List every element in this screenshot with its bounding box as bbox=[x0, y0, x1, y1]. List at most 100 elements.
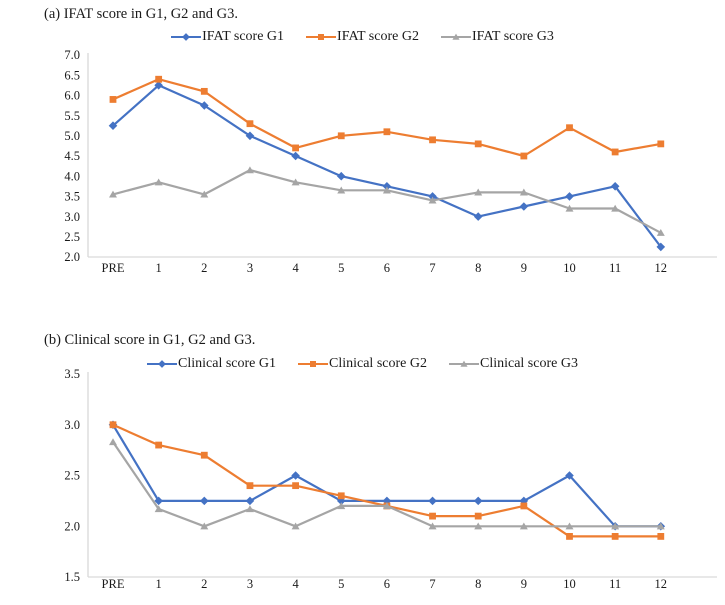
data-point-marker bbox=[565, 522, 574, 530]
ifat-score-g2-legend-square-icon bbox=[306, 34, 337, 40]
data-point-marker bbox=[109, 438, 117, 446]
data-point-marker bbox=[337, 132, 345, 140]
x-tick-label: 7 bbox=[429, 577, 435, 591]
data-point-marker bbox=[200, 496, 209, 506]
y-tick-label: 3.5 bbox=[64, 190, 80, 204]
x-tick-label: 12 bbox=[655, 261, 668, 275]
x-tick-label: 2 bbox=[201, 261, 207, 275]
y-tick-label: 3.0 bbox=[64, 418, 80, 432]
clinical-chart-title: (b) Clinical score in G1, G2 and G3. bbox=[44, 332, 256, 348]
x-tick-label: 11 bbox=[609, 577, 621, 591]
clinical-score-g2-legend-square-icon bbox=[298, 361, 328, 367]
y-tick-label: 4.0 bbox=[64, 169, 80, 183]
data-point-marker bbox=[429, 512, 436, 520]
data-point-marker bbox=[657, 140, 665, 148]
data-point-marker bbox=[611, 522, 620, 530]
legend-label: Clinical score G2 bbox=[329, 356, 427, 371]
data-point-marker bbox=[474, 522, 483, 530]
x-tick-label: 1 bbox=[156, 577, 162, 591]
data-point-marker bbox=[245, 166, 254, 174]
x-tick-label: 12 bbox=[655, 577, 668, 591]
data-point-marker bbox=[337, 186, 346, 194]
y-tick-label: 5.0 bbox=[64, 129, 80, 143]
x-tick-label: 6 bbox=[384, 261, 390, 275]
data-point-marker bbox=[473, 496, 483, 506]
legend-marker bbox=[310, 361, 316, 367]
ifat-chart-block: 7.0 6.5 6.0 5.5 5.0 4.5 4.0 3.5 3.0 2.5 2.0 PRE 1 2 3 4… bbox=[0, 6, 725, 275]
data-point-marker bbox=[109, 96, 117, 103]
y-tick-label: 2.0 bbox=[64, 519, 80, 533]
data-point-marker bbox=[155, 441, 163, 449]
data-point-marker bbox=[474, 188, 483, 196]
legend-label: IFAT score G1 bbox=[202, 29, 285, 44]
ifat-chart-title: (a) IFAT score in G1, G2 and G3. bbox=[44, 6, 238, 22]
x-tick-label: 2 bbox=[201, 577, 207, 591]
data-point-marker bbox=[155, 75, 163, 83]
data-point-marker bbox=[611, 204, 620, 212]
data-point-marker bbox=[611, 533, 619, 540]
data-point-marker bbox=[200, 87, 208, 95]
data-point-marker bbox=[292, 482, 299, 490]
clinical-score-g1-legend-diamond-icon bbox=[147, 360, 178, 368]
data-point-marker bbox=[200, 451, 208, 459]
x-tick-label: 5 bbox=[338, 261, 344, 275]
data-point-marker bbox=[565, 471, 574, 480]
data-point-marker bbox=[520, 502, 528, 510]
legend-marker bbox=[158, 360, 166, 368]
legend-label: IFAT score G2 bbox=[337, 29, 419, 44]
y-tick-label: 2.0 bbox=[64, 250, 80, 264]
data-point-marker bbox=[291, 151, 300, 161]
y-tick-label: 2.5 bbox=[64, 230, 80, 244]
data-point-marker bbox=[291, 178, 300, 186]
data-point-marker bbox=[245, 496, 255, 506]
legend-item-ifat-score-g3: IFAT score G3 bbox=[440, 29, 554, 45]
x-tick-label: 7 bbox=[429, 261, 435, 275]
data-point-marker bbox=[291, 522, 300, 530]
legend-item-clinical-score-g2: Clinical score G2 bbox=[298, 356, 427, 372]
y-tick-label: 6.5 bbox=[64, 68, 80, 82]
clinical-chart-legend: Clinical score G1 Clinical score G2 Clinic… bbox=[0, 356, 725, 372]
y-tick-label: 1.5 bbox=[64, 570, 80, 584]
data-point-marker bbox=[657, 533, 665, 540]
data-point-marker bbox=[519, 522, 528, 530]
x-tick-label: 11 bbox=[609, 261, 621, 275]
series-line bbox=[111, 78, 662, 158]
y-tick-label: 7.0 bbox=[64, 48, 80, 62]
data-point-marker bbox=[337, 502, 346, 510]
series-clinical-score-g3 bbox=[109, 438, 665, 530]
data-point-marker bbox=[291, 471, 300, 480]
data-point-marker bbox=[382, 182, 392, 191]
legend-item-clinical-score-g1: Clinical score G1 bbox=[147, 356, 276, 372]
legend-marker bbox=[318, 34, 325, 40]
data-point-marker bbox=[336, 171, 346, 181]
legend-item-ifat-score-g1: IFAT score G1 bbox=[171, 29, 284, 45]
clinical-chart-block: 3.5 3.0 2.5 2.0 1.5 PRE 1 2 3 4 5 6 7 8 9 10 11 12 (b) Cl… bbox=[0, 322, 725, 605]
x-tick-label: 4 bbox=[292, 261, 299, 275]
data-point-marker bbox=[519, 202, 529, 211]
y-tick-label: 4.5 bbox=[64, 149, 80, 163]
legend-label: Clinical score G3 bbox=[479, 356, 578, 371]
ifat-chart-legend: IFAT score G1 IFAT score G2 IFAT score G3 bbox=[0, 29, 725, 45]
data-point-marker bbox=[428, 196, 437, 204]
data-point-marker bbox=[200, 522, 209, 530]
series-line bbox=[111, 169, 662, 234]
data-point-marker bbox=[565, 204, 574, 212]
y-tick-label: 3.0 bbox=[64, 210, 80, 224]
data-point-marker bbox=[246, 120, 254, 128]
x-tick-label: 6 bbox=[384, 577, 390, 591]
clinical-chart-plot: 3.53.02.52.01.5 PRE 1 2 3 4 5 6 7 8 9 10 11 12 bbox=[64, 367, 717, 591]
series-ifat-score-g2 bbox=[109, 75, 665, 160]
x-tick-label: 8 bbox=[475, 577, 481, 591]
data-point-marker bbox=[428, 192, 437, 201]
x-tick-label: 9 bbox=[521, 577, 527, 591]
data-point-marker bbox=[429, 136, 436, 144]
x-tick-label: 10 bbox=[563, 577, 576, 591]
legend-item-clinical-score-g3: Clinical score G3 bbox=[448, 356, 578, 372]
x-tick-label: PRE bbox=[102, 261, 125, 275]
legend-marker bbox=[460, 360, 468, 367]
data-point-marker bbox=[566, 533, 573, 540]
data-point-marker bbox=[382, 186, 391, 194]
data-point-marker bbox=[519, 188, 528, 196]
